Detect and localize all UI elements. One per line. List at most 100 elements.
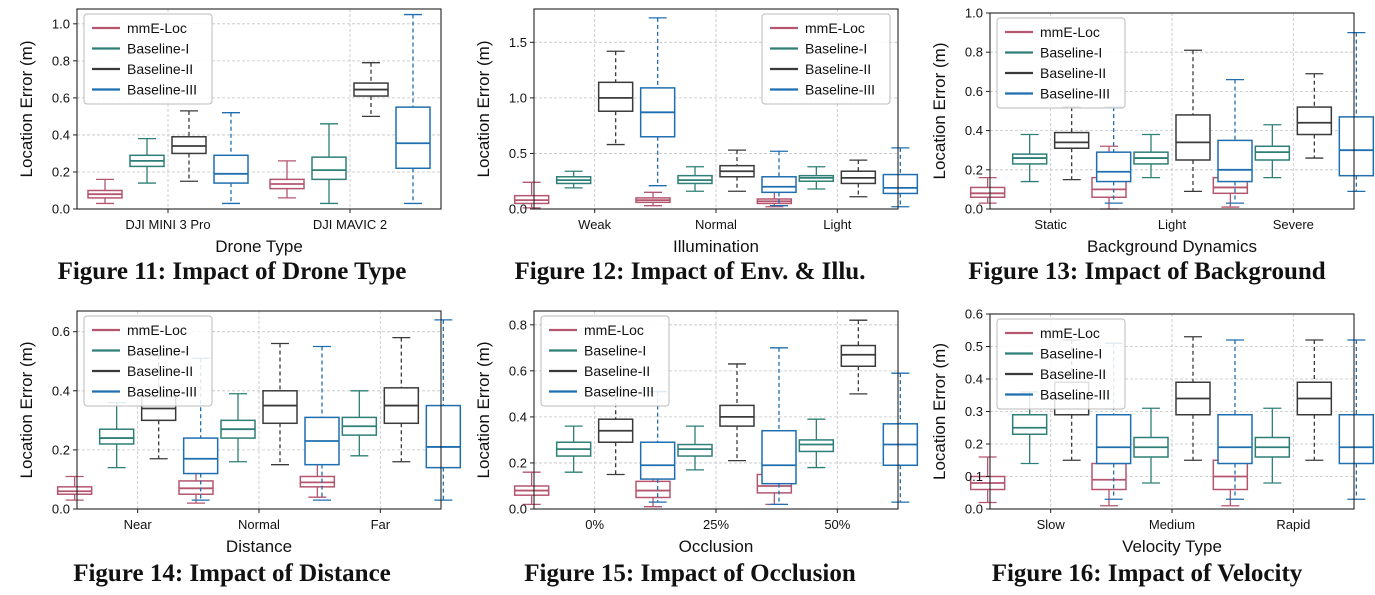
x-tick-label: Weak: [578, 217, 611, 232]
box-baseline-iii: [639, 17, 676, 187]
y-tick-label: 1.0: [52, 16, 70, 31]
x-tick-label: Light: [823, 217, 852, 232]
legend-label: Baseline-II: [127, 61, 193, 77]
legend-label: Baseline-III: [1040, 86, 1110, 102]
box-iqr: [1338, 414, 1375, 465]
box-iqr: [1254, 145, 1291, 161]
box-iqr: [395, 106, 431, 170]
box-baseline-ii: [1175, 336, 1211, 461]
x-tick-label: Light: [1158, 217, 1187, 232]
chart-1: 0.0 0.5 1.0 1.5 Weak Normal Light Illumination L…: [474, 8, 919, 256]
box-iqr: [1053, 131, 1090, 149]
x-axis-label: Background Dynamics: [1087, 237, 1257, 256]
y-tick-label: 0.2: [509, 455, 527, 470]
legend-label: mmE-Loc: [1040, 325, 1100, 341]
legend-box: [83, 315, 213, 407]
box-baseline-iii: [761, 347, 797, 506]
legend: mmE-Loc Baseline-I Baseline-II Baseline-III: [761, 13, 891, 105]
legend-label: mmE-Loc: [805, 20, 865, 36]
legend-label: mmE-Loc: [584, 322, 644, 338]
y-tick-label: 0.6: [509, 363, 527, 378]
y-tick-label: 0.4: [52, 127, 70, 142]
box-baseline-ii: [597, 50, 634, 146]
box-baseline-i: [555, 170, 592, 189]
box-iqr: [1095, 414, 1132, 465]
box-mme-loc: [756, 191, 793, 208]
caption-fig-11: Figure 11: Impact of Drone Type: [57, 258, 407, 285]
legend-box: [83, 13, 213, 105]
caption-fig-12: Figure 12: Impact of Env. & Illu.: [514, 258, 866, 285]
chart-0: 0.0 0.2 0.4 0.6 0.8 1.0 DJI MINI 3 Pro DJI MAVI…: [17, 8, 442, 256]
box-iqr: [1095, 151, 1132, 183]
box-baseline-i: [1133, 407, 1169, 484]
box-baseline-ii: [1053, 106, 1090, 181]
y-tick-label: 0.0: [52, 202, 70, 217]
x-axis-label: Drone Type: [215, 237, 303, 256]
caption-fig-14: Figure 14: Impact of Distance: [73, 560, 391, 587]
box-mme-loc: [635, 191, 671, 207]
box-baseline-i: [798, 166, 835, 190]
box-iqr: [1091, 462, 1127, 491]
legend: mmE-Loc Baseline-I Baseline-II Baseline-III: [83, 13, 213, 105]
y-tick-label: 0.4: [965, 372, 983, 387]
box-iqr: [182, 437, 219, 475]
box-iqr: [98, 428, 135, 445]
box-iqr: [597, 81, 634, 112]
y-tick-label: 0.6: [52, 324, 70, 339]
y-tick-label: 0.8: [509, 317, 527, 332]
y-tick-label: 0.6: [965, 307, 983, 322]
box-baseline-iii: [1338, 339, 1375, 500]
legend-label: Baseline-I: [127, 41, 189, 57]
y-axis-label: Location Error (m): [474, 342, 493, 479]
box-iqr: [639, 441, 676, 480]
y-tick-label: 0.0: [965, 202, 983, 217]
y-tick-label: 0.0: [509, 502, 527, 517]
box-baseline-i: [1254, 124, 1291, 179]
box-mme-loc: [269, 160, 305, 199]
y-tick-label: 1.0: [965, 6, 983, 21]
box-iqr: [798, 439, 835, 453]
box-baseline-iii: [1338, 31, 1375, 193]
legend-label: Baseline-I: [805, 41, 867, 57]
x-tick-label: Slow: [1037, 517, 1066, 532]
box-baseline-iii: [639, 390, 676, 503]
box-iqr: [311, 156, 347, 181]
y-tick-label: 0.4: [965, 123, 983, 138]
box-iqr: [969, 186, 1006, 198]
box-baseline-ii: [1296, 73, 1333, 159]
x-axis-label: Velocity Type: [1122, 537, 1222, 556]
box-iqr: [1212, 459, 1249, 491]
legend-box: [996, 318, 1126, 410]
y-axis-label: Location Error (m): [17, 342, 36, 479]
box-baseline-i: [129, 137, 165, 184]
legend-label: Baseline-II: [584, 363, 650, 379]
box-baseline-i: [311, 123, 347, 205]
legend-label: mmE-Loc: [127, 20, 187, 36]
legend-label: Baseline-II: [805, 61, 871, 77]
legend-label: mmE-Loc: [127, 322, 187, 338]
legend-label: Baseline-III: [127, 384, 197, 400]
box-baseline-ii: [1175, 49, 1211, 193]
box-baseline-ii: [171, 110, 207, 182]
box-iqr: [635, 480, 671, 499]
legend: mmE-Loc Baseline-I Baseline-II Baseline-III: [996, 318, 1126, 410]
legend-box: [996, 17, 1126, 109]
legend: mmE-Loc Baseline-I Baseline-II Baseline-III: [83, 315, 213, 407]
box-iqr: [1011, 414, 1048, 435]
y-axis-label: Location Error (m): [474, 41, 493, 178]
legend-label: Baseline-III: [805, 82, 875, 98]
x-tick-label: DJI MINI 3 Pro: [125, 217, 210, 232]
box-baseline-ii: [383, 336, 420, 463]
box-baseline-ii: [840, 319, 877, 395]
x-tick-label: Medium: [1149, 517, 1195, 532]
box-iqr: [761, 176, 797, 194]
box-iqr: [677, 443, 713, 457]
caption-fig-15: Figure 15: Impact of Occlusion: [524, 560, 856, 587]
box-mme-loc: [969, 176, 1006, 204]
y-tick-label: 0.2: [965, 437, 983, 452]
y-tick-label: 0.3: [965, 404, 983, 419]
box-iqr: [425, 404, 462, 469]
box-mme-loc: [513, 471, 550, 506]
y-tick-label: 0.4: [509, 409, 527, 424]
